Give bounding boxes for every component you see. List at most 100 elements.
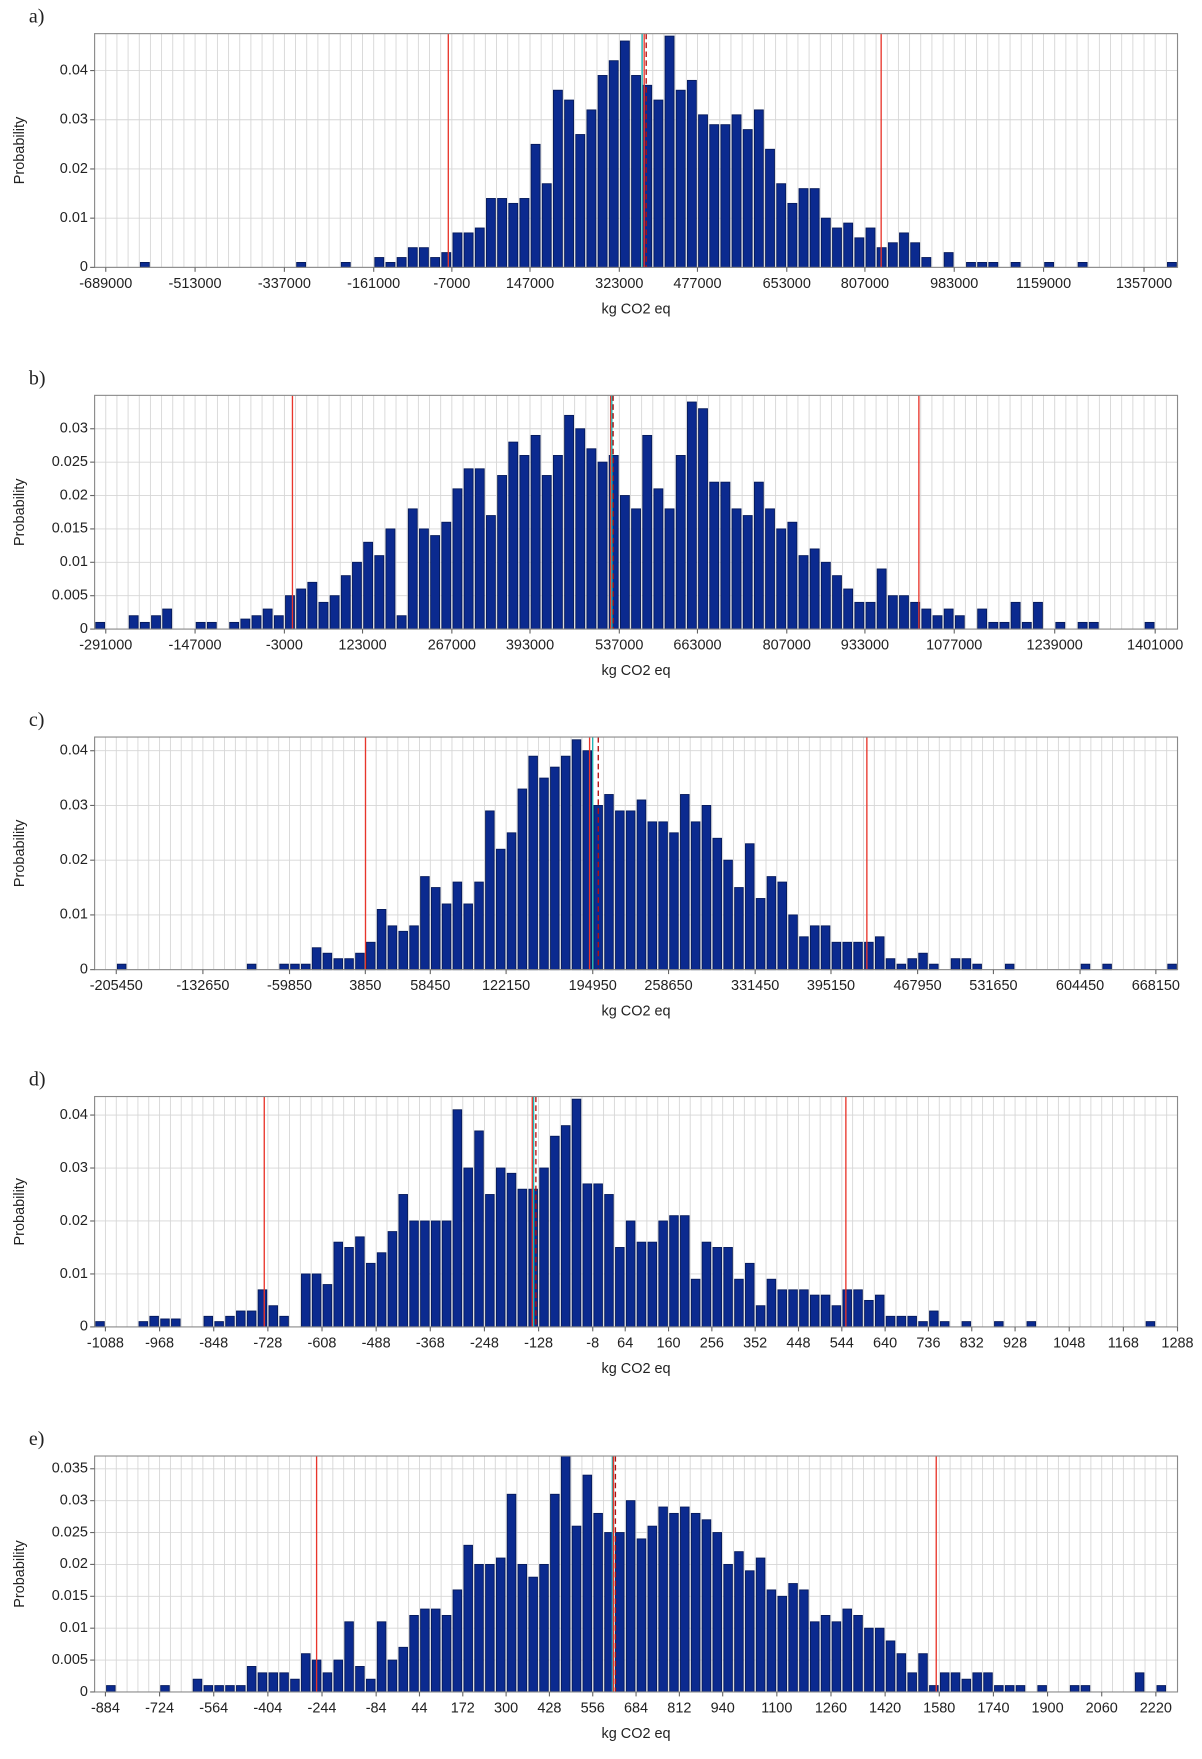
bar: [820, 925, 831, 971]
bar: [344, 1621, 354, 1693]
bar: [333, 958, 344, 971]
bar: [709, 481, 720, 630]
x-tick-label: 467950: [893, 978, 941, 994]
x-tick-label: 531650: [969, 978, 1017, 994]
x-tick-label: -564: [199, 1700, 228, 1716]
bar: [731, 508, 742, 630]
bar: [885, 1640, 896, 1693]
bar: [853, 1614, 863, 1693]
bar: [296, 262, 307, 268]
bar: [753, 109, 764, 268]
x-tick-label: -488: [362, 1335, 391, 1351]
bar: [268, 1305, 279, 1328]
bar: [742, 129, 753, 268]
bar: [355, 952, 365, 971]
bar: [1102, 963, 1112, 971]
bar: [864, 1627, 874, 1693]
bar: [731, 114, 742, 268]
bar: [517, 788, 528, 971]
bar: [1156, 1685, 1167, 1693]
bar: [972, 963, 982, 971]
bar: [680, 1215, 690, 1328]
bar: [712, 837, 723, 971]
y-tick-label: 0.025: [52, 454, 88, 470]
bar: [452, 881, 463, 971]
bar: [441, 252, 452, 268]
bar: [329, 595, 340, 630]
bar: [506, 832, 517, 971]
bar: [625, 810, 636, 971]
bar: [552, 89, 563, 268]
y-tick-label: 0.03: [60, 797, 88, 813]
bar: [876, 568, 887, 630]
x-tick-label: -337000: [258, 276, 311, 292]
bar: [658, 821, 668, 971]
chart-panel: 0 0.01 0.02 0.03 0.04 -1088 -968 -848 -728 -608 -4…: [12, 1069, 1194, 1377]
bar: [203, 1315, 214, 1328]
bar: [745, 1262, 755, 1328]
bar: [787, 521, 798, 630]
x-tick-label: 604450: [1056, 978, 1104, 994]
bar: [279, 1672, 289, 1693]
y-tick-label: 0.03: [60, 112, 88, 128]
panel-label: d): [29, 1069, 46, 1091]
bar: [407, 508, 418, 630]
bar: [485, 1563, 495, 1693]
bar: [541, 183, 552, 268]
bar: [723, 1247, 733, 1328]
bar: [192, 1678, 203, 1693]
bar: [842, 941, 852, 971]
y-tick-label: 0: [80, 1319, 88, 1335]
bar: [246, 1310, 257, 1328]
x-tick-label: 123000: [338, 638, 386, 654]
bar: [766, 1278, 777, 1328]
bar: [552, 455, 563, 630]
plot-frame: [94, 736, 1179, 971]
bar: [604, 794, 614, 971]
x-tick-label: -368: [416, 1335, 445, 1351]
bar: [1077, 621, 1088, 630]
bar: [720, 481, 731, 630]
bar: [820, 1614, 831, 1693]
bar: [398, 930, 408, 971]
bar: [842, 1289, 852, 1328]
y-tick-label: 0.005: [52, 588, 88, 604]
bar: [842, 1608, 852, 1693]
bar: [430, 887, 441, 971]
x-tick-label: 352: [743, 1335, 767, 1351]
bar: [409, 1614, 419, 1693]
y-tick-label: 0.025: [52, 1524, 88, 1540]
y-tick-label: 0.02: [60, 1213, 88, 1229]
bar: [116, 963, 127, 971]
y-tick-label: 0.01: [60, 210, 88, 226]
bar: [575, 134, 586, 268]
bar: [777, 1289, 787, 1328]
bar: [311, 1273, 322, 1328]
bar: [755, 1557, 766, 1693]
x-tick-label: 331450: [731, 978, 779, 994]
bar: [843, 588, 854, 630]
x-tick-label: 933000: [841, 638, 889, 654]
bar: [701, 1241, 712, 1328]
bar: [441, 1614, 452, 1693]
x-tick-label: 807000: [841, 276, 889, 292]
x-tick-label: 1100: [761, 1700, 792, 1716]
y-tick-label: 0.02: [60, 487, 88, 503]
x-tick-label: 395150: [807, 978, 855, 994]
bar: [787, 202, 798, 268]
bar: [853, 1289, 863, 1328]
bar: [539, 1167, 549, 1328]
bar: [586, 109, 597, 268]
x-tick-label: -3000: [266, 638, 303, 654]
bar: [1004, 1685, 1015, 1693]
bar: [669, 1512, 679, 1693]
y-tick-label: 0: [80, 961, 88, 977]
bar: [675, 455, 686, 630]
bar: [636, 1538, 647, 1693]
bar: [301, 1273, 311, 1328]
bar: [615, 1247, 625, 1328]
bar: [1026, 1321, 1037, 1328]
bar: [918, 1653, 928, 1693]
bar: [664, 35, 675, 268]
